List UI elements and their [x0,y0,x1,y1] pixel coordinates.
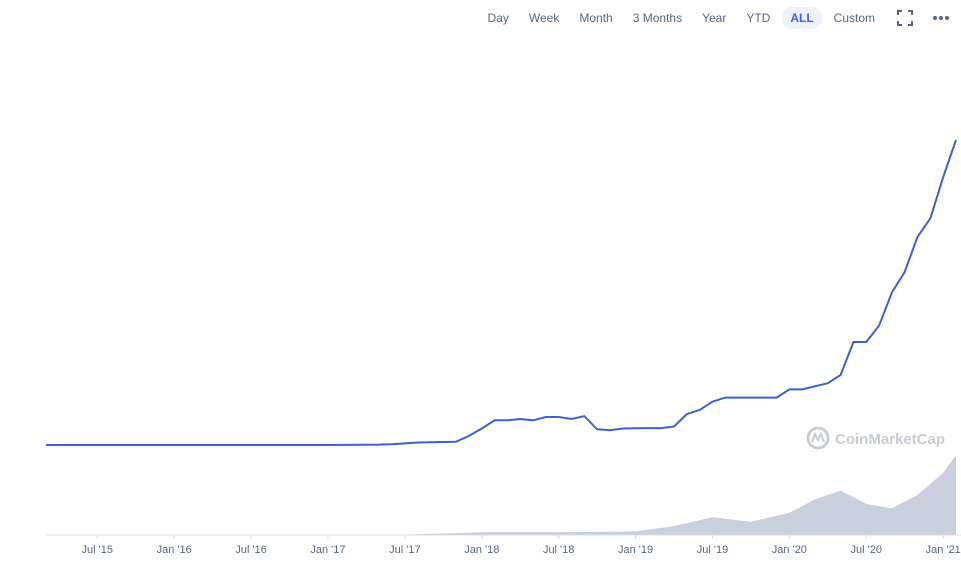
x-tick-label: Jul '20 [851,544,882,556]
range-3months-button[interactable]: 3 Months [632,11,683,25]
x-tick-label: Jan '21 [926,544,961,556]
volume-bars [46,455,956,535]
range-day-button[interactable]: Day [487,11,509,25]
x-tick-label: Jan '17 [310,544,345,556]
x-tick-label: Jan '18 [464,544,499,556]
range-custom-button[interactable]: Custom [833,11,875,25]
x-tick-label: Jan '20 [772,544,807,556]
watermark-text: CoinMarketCap [835,431,945,448]
range-week-button[interactable]: Week [528,11,560,25]
range-toolbar: Day Week Month 3 Months Year YTD ALL Cus… [480,6,955,30]
coinmarketcap-logo-icon [806,426,830,450]
range-all-button[interactable]: ALL [782,7,822,29]
range-year-button[interactable]: Year [702,11,727,25]
fullscreen-button[interactable] [891,6,919,30]
x-tick-label: Jan '19 [618,544,653,556]
fullscreen-icon [897,10,913,26]
x-tick-label: Jul '15 [82,544,113,556]
x-tick-label: Jul '18 [543,544,574,556]
x-tick-label: Jul '19 [697,544,728,556]
range-ytd-button[interactable]: YTD [746,11,771,25]
price-line [46,139,957,446]
more-options-icon [933,16,949,20]
x-tick-label: Jan '16 [157,544,192,556]
watermark: CoinMarketCap [806,426,945,450]
x-tick-label: Jul '17 [389,544,420,556]
x-tick-label: Jul '16 [235,544,266,556]
more-options-button[interactable] [927,6,955,30]
volume-area [46,455,956,535]
x-axis-ticks: Jul '15 Jan '16 Jul '16 Jan '17 Jul '17 Jan '… [82,535,961,556]
range-month-button[interactable]: Month [579,11,613,25]
